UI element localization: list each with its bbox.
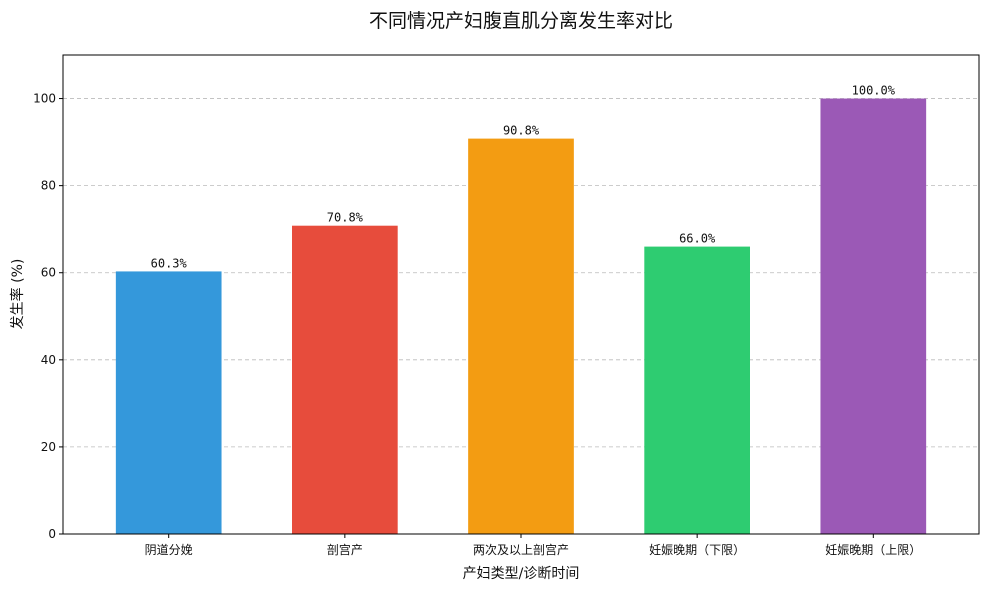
y-tick-label: 60 (41, 266, 56, 280)
x-axis-ticks: 阴道分娩 剖宫产 两次及以上剖宫产 妊娠晚期（下限） 妊娠晚期（上限） (145, 534, 921, 557)
x-tick-label: 两次及以上剖宫产 (473, 542, 569, 557)
y-tick-label: 0 (48, 527, 56, 541)
data-label: 66.0% (679, 232, 716, 246)
bar (820, 98, 927, 534)
x-tick-label: 阴道分娩 (145, 543, 193, 557)
bars (115, 98, 927, 534)
y-tick-label: 80 (41, 179, 56, 193)
x-axis-label: 产妇类型/诊断时间 (463, 565, 580, 582)
x-tick-label: 妊娠晚期（下限） (649, 543, 745, 557)
bar (292, 225, 398, 534)
bar (115, 271, 222, 534)
bar (468, 138, 574, 534)
data-label: 60.3% (151, 256, 188, 270)
data-label: 90.8% (503, 124, 540, 138)
y-axis-ticks: 0 20 40 60 80 100 (33, 92, 63, 541)
data-labels: 60.3% 70.8% 90.8% 66.0% 100.0% (151, 84, 896, 271)
data-label: 100.0% (852, 84, 896, 98)
y-tick-label: 20 (41, 440, 56, 454)
x-tick-label: 剖宫产 (327, 542, 363, 557)
data-label: 70.8% (327, 211, 364, 225)
bar (644, 246, 750, 534)
chart-title: 不同情况产妇腹直肌分离发生率对比 (369, 10, 673, 32)
x-tick-label: 妊娠晚期（上限） (825, 543, 921, 557)
y-axis-label: 发生率 (%) (9, 259, 26, 330)
y-tick-label: 100 (33, 92, 56, 106)
y-tick-label: 40 (41, 353, 56, 367)
